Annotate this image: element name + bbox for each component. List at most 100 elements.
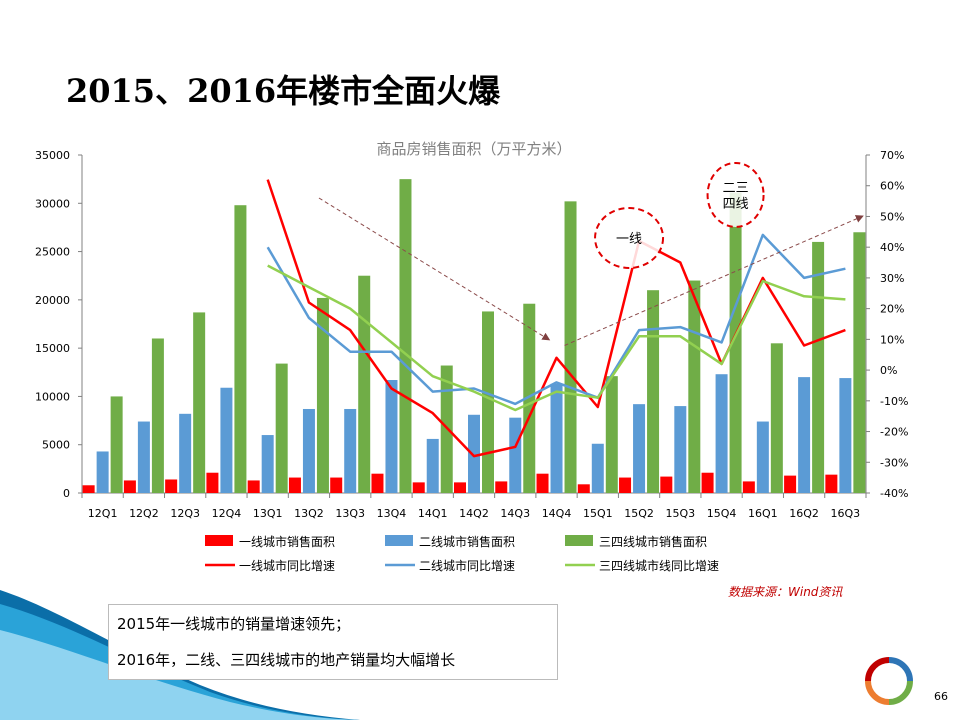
bar-二线城市销售面积 <box>426 438 439 493</box>
x-tick-label: 16Q3 <box>831 507 861 520</box>
y2-tick-label: -30% <box>880 456 908 469</box>
x-tick-label: 13Q4 <box>377 507 407 520</box>
note-line-2: 2016年，二线、三四线城市的地产销量均大幅增长 <box>117 651 456 669</box>
bar-三四线城市销售面积 <box>275 363 288 493</box>
bar-一线城市销售面积 <box>742 481 755 493</box>
legend-label: 三四线城市销售面积 <box>599 534 707 549</box>
bar-三四线城市销售面积 <box>729 192 742 494</box>
bar-二线城市销售面积 <box>509 417 522 493</box>
legend-swatch <box>205 535 233 546</box>
annotation-label: 二三 <box>723 181 749 196</box>
bar-三四线城市销售面积 <box>482 311 494 493</box>
sales-area-chart: 商品房销售面积（万平方米） 0 5000 10000 15000 20000 25000 30… <box>35 140 908 573</box>
bar-三四线城市销售面积 <box>234 205 247 493</box>
bar-一线城市销售面积 <box>660 476 673 493</box>
bar-三四线城市销售面积 <box>812 241 825 493</box>
bar-一线城市销售面积 <box>701 472 714 493</box>
bar-一线城市销售面积 <box>412 482 425 493</box>
y-tick-label: 25000 <box>35 246 70 259</box>
bar-二线城市销售面积 <box>674 406 687 493</box>
bar-一线城市销售面积 <box>330 477 343 493</box>
bar-二线城市销售面积 <box>179 413 192 493</box>
bar-二线城市销售面积 <box>591 443 604 493</box>
bar-三四线城市销售面积 <box>647 290 660 493</box>
y2-tick-label: 0% <box>880 364 897 377</box>
y-tick-label: 20000 <box>35 294 70 307</box>
legend-label: 二线城市同比增速 <box>419 558 515 573</box>
bar-三四线城市销售面积 <box>151 338 164 493</box>
y-tick-label: 35000 <box>35 149 70 162</box>
y-tick-label: 30000 <box>35 197 70 210</box>
x-tick-label: 14Q1 <box>418 507 448 520</box>
x-tick-label: 13Q1 <box>253 507 283 520</box>
bar-三四线城市销售面积 <box>853 232 866 493</box>
x-tick-label: 14Q2 <box>459 507 489 520</box>
x-tick-label: 12Q3 <box>170 507 200 520</box>
bar-三四线城市销售面积 <box>688 280 701 493</box>
legend-swatch <box>385 535 413 546</box>
line-二线城市同比增速 <box>266 233 846 406</box>
page-number: 66 <box>934 690 948 703</box>
bar-一线城市销售面积 <box>495 481 508 493</box>
bar-二线城市销售面积 <box>261 435 274 493</box>
y2-tick-label: 30% <box>880 272 904 285</box>
bar-一线城市销售面积 <box>288 477 301 493</box>
notes-box: 2015年一线城市的销量增速领先； 2016年，二线、三四线城市的地产销量均大幅… <box>108 604 558 680</box>
x-tick-label: 15Q4 <box>707 507 737 520</box>
bar-三四线城市销售面积 <box>770 343 783 493</box>
y2-tick-label: -20% <box>880 426 908 439</box>
y2-tick-label: -10% <box>880 395 908 408</box>
x-tick-label: 15Q2 <box>624 507 654 520</box>
bar-二线城市销售面积 <box>468 414 480 493</box>
x-tick-label: 16Q2 <box>789 507 819 520</box>
bar-一线城市销售面积 <box>247 480 260 493</box>
bar-一线城市销售面积 <box>371 473 384 493</box>
trend-arrow-up <box>564 215 864 346</box>
bar-三四线城市销售面积 <box>564 201 577 493</box>
legend-label: 三四线城市线同比增速 <box>599 558 719 573</box>
annotation-label: 一线 <box>616 232 642 247</box>
x-tick-label: 12Q2 <box>129 507 159 520</box>
bar-一线城市销售面积 <box>165 479 178 493</box>
logo-icon <box>865 657 913 705</box>
legend-label: 二线城市销售面积 <box>419 534 515 549</box>
decorative-wave <box>0 590 360 720</box>
bar-二线城市销售面积 <box>220 387 233 493</box>
bar-一线城市销售面积 <box>206 472 219 493</box>
bar-二线城市销售面积 <box>302 408 315 493</box>
bar-二线城市销售面积 <box>715 374 728 493</box>
bar-三四线城市销售面积 <box>399 179 412 493</box>
legend-label: 一线城市同比增速 <box>239 558 335 573</box>
x-tick-label: 16Q1 <box>748 507 778 520</box>
x-tick-label: 15Q1 <box>583 507 613 520</box>
bar-一线城市销售面积 <box>536 473 549 493</box>
y-tick-label: 0 <box>63 487 70 500</box>
bar-二线城市销售面积 <box>798 377 811 493</box>
data-source: 数据来源：Wind资讯 <box>728 585 843 599</box>
x-tick-label: 13Q3 <box>335 507 365 520</box>
bar-二线城市销售面积 <box>137 421 150 493</box>
y2-tick-label: 70% <box>880 149 904 162</box>
bar-一线城市销售面积 <box>577 484 590 493</box>
y2-tick-label: 60% <box>880 180 904 193</box>
bar-三四线城市销售面积 <box>316 297 329 493</box>
bar-三四线城市销售面积 <box>605 376 618 493</box>
x-tick-label: 14Q3 <box>500 507 530 520</box>
x-tick-label: 12Q1 <box>88 507 118 520</box>
bar-三四线城市销售面积 <box>358 275 371 493</box>
line-三四线城市线同比增速 <box>267 264 846 412</box>
bar-一线城市销售面积 <box>454 482 466 493</box>
legend-swatch <box>565 535 593 546</box>
bar-二线城市销售面积 <box>385 380 398 493</box>
bar-一线城市销售面积 <box>784 475 797 493</box>
annotation-label: 四线 <box>723 197 749 212</box>
y2-tick-label: 10% <box>880 333 904 346</box>
y-tick-label: 5000 <box>42 439 70 452</box>
y-tick-label: 15000 <box>35 342 70 355</box>
bar-一线城市销售面积 <box>82 485 95 493</box>
bar-二线城市销售面积 <box>344 408 357 493</box>
legend-label: 一线城市销售面积 <box>239 534 335 549</box>
bar-三四线城市销售面积 <box>523 303 536 493</box>
annotation-circle <box>594 206 665 269</box>
bar-一线城市销售面积 <box>619 477 632 493</box>
